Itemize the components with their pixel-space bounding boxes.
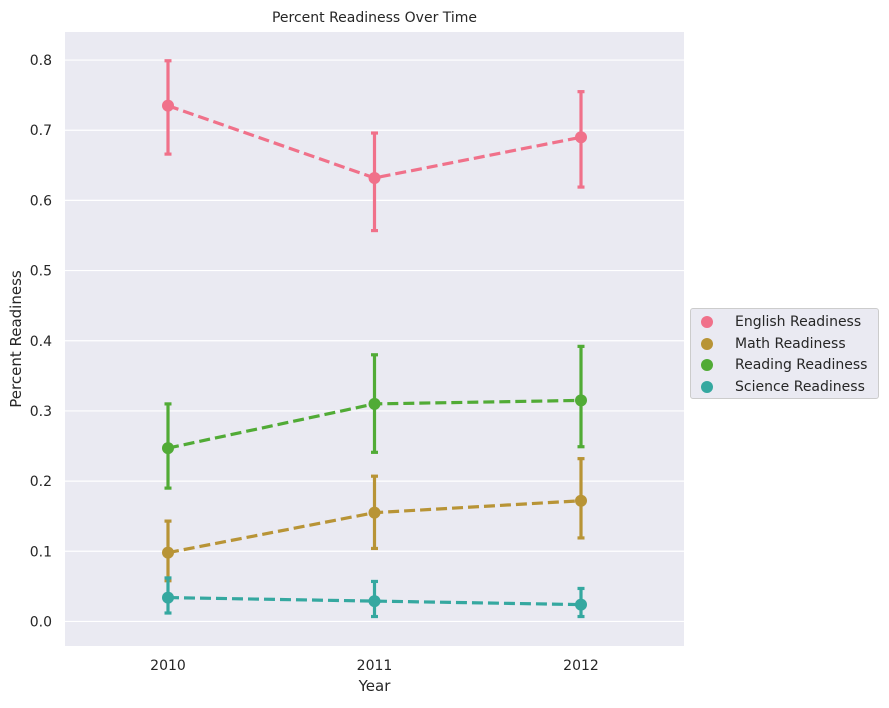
y-tick-label: 0.6 xyxy=(30,193,52,209)
x-tick-label: 2010 xyxy=(150,658,186,674)
data-point xyxy=(162,546,174,559)
legend-label: Math Readiness xyxy=(735,335,846,352)
legend-marker xyxy=(701,337,713,350)
data-point xyxy=(368,506,381,519)
x-tick-label: 2012 xyxy=(563,658,599,674)
legend-item: Math Readiness xyxy=(701,334,846,354)
y-tick-label: 0.3 xyxy=(30,404,52,420)
x-axis-label: Year xyxy=(358,677,392,695)
legend-label: Science Readiness xyxy=(735,378,865,395)
series-reading-readiness xyxy=(162,344,587,490)
y-axis-label: Percent Readiness xyxy=(7,270,25,408)
series-layer xyxy=(162,59,587,619)
y-tick-label: 0.2 xyxy=(30,474,52,490)
chart-title: Percent Readiness Over Time xyxy=(272,10,477,26)
x-tick-labels: 2010 2011 2012 xyxy=(150,658,599,674)
data-point xyxy=(162,442,174,455)
y-tick-label: 0.7 xyxy=(30,123,52,139)
series-english-readiness xyxy=(162,59,587,233)
y-tick-label: 0.4 xyxy=(30,334,52,350)
y-tick-label: 0.8 xyxy=(30,53,52,69)
data-point xyxy=(368,397,381,410)
legend-label: Reading Readiness xyxy=(735,357,868,373)
data-point xyxy=(368,171,381,184)
legend-marker xyxy=(701,359,713,371)
data-point xyxy=(162,99,174,112)
series-science-readiness xyxy=(162,576,587,619)
data-point xyxy=(368,595,381,608)
y-tick-label: 0.1 xyxy=(30,544,52,560)
plot-area xyxy=(65,32,684,646)
data-point xyxy=(162,591,174,604)
data-point xyxy=(575,394,587,407)
series-math-readiness xyxy=(162,457,587,583)
series-line xyxy=(167,595,582,607)
legend-marker xyxy=(701,380,713,393)
legend-item: Science Readiness xyxy=(701,377,865,397)
y-tick-label: 0.0 xyxy=(30,614,52,630)
legend-item: English Readiness xyxy=(701,312,861,332)
data-point xyxy=(575,598,587,611)
data-point xyxy=(575,494,587,507)
legend-marker xyxy=(701,316,713,328)
y-tick-labels: 0.0 0.1 0.2 0.3 0.4 0.5 0.6 0.7 0.8 xyxy=(30,53,52,630)
x-tick-label: 2011 xyxy=(357,658,393,674)
legend: English Readiness Math Readiness Reading R… xyxy=(690,308,879,399)
data-point xyxy=(575,131,587,144)
legend-label: English Readiness xyxy=(735,314,862,330)
y-tick-label: 0.5 xyxy=(30,264,52,280)
legend-item: Reading Readiness xyxy=(701,355,867,375)
